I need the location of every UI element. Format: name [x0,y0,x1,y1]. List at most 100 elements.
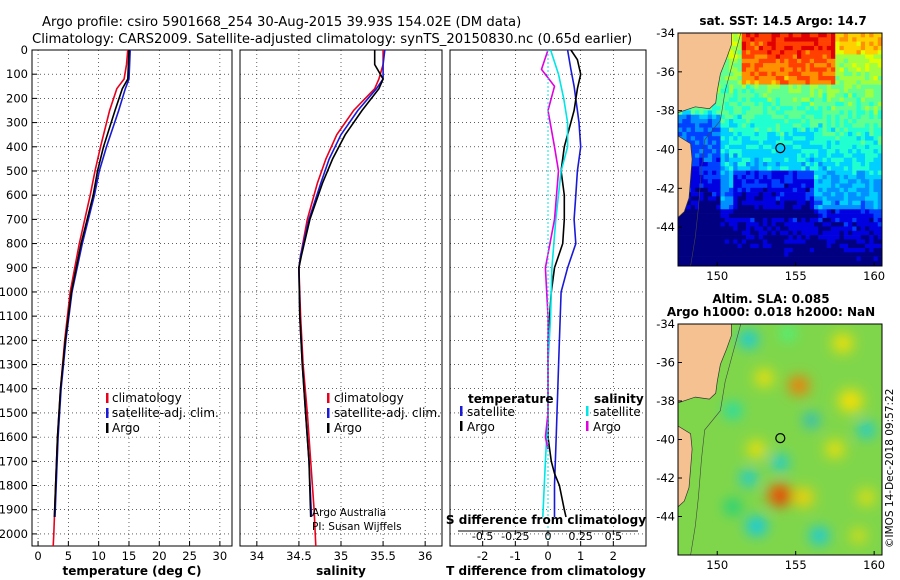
sst-cell [720,119,726,124]
sst-cell [729,179,734,184]
sst-cell [801,256,806,262]
sst-cell [860,136,866,141]
sst-cell [775,84,781,90]
sst-cell [831,174,836,180]
sst-cell [695,200,700,206]
sst-cell [835,136,840,141]
sst-cell [729,127,734,133]
sst-cell [856,140,862,146]
sst-cell [801,33,806,38]
sst-cell [716,144,721,150]
sst-cell [737,131,743,137]
sst-cell [780,33,785,38]
sst-cell [805,217,811,223]
sst-cell [877,131,882,137]
sst-cell [771,131,777,137]
sst-cell [712,222,717,227]
sst-cell [737,110,743,115]
sst-cell [788,187,794,193]
sst-cell [822,209,828,214]
sst-cell [724,101,730,107]
sla-blob [793,488,814,507]
sst-cell [822,153,828,158]
sst-cell [797,235,802,240]
sst-cell [852,213,857,219]
sst-cell [780,243,785,249]
sst-cell [835,110,840,115]
sst-cell [767,170,772,176]
sst-cell [852,192,857,197]
sst-cell [818,127,823,133]
sst-cell [860,230,866,236]
sst-cell [865,131,870,137]
sst-cell [703,140,709,146]
sst-cell [746,131,751,137]
sst-cell [839,174,845,180]
sst-cell [707,243,713,249]
sst-cell [835,76,840,81]
sst-cell [746,153,751,158]
sst-cell [848,110,853,115]
sst-cell [686,256,692,262]
sst-cell [809,260,815,266]
sst-cell [758,252,764,257]
sst-cell [678,260,683,266]
sst-cell [873,260,879,266]
sst-cell [877,226,882,232]
sst-cell [686,209,692,214]
sst-cell [826,50,832,55]
sst-cell [801,119,806,124]
sst-cell [873,200,879,206]
sst-cell [873,192,879,197]
sst-cell [754,187,760,193]
sst-cell [797,226,802,232]
sst-cell [767,256,772,262]
sst-cell [814,183,819,189]
sst-cell [771,166,777,171]
sst-cell [869,213,874,219]
sst-cell [690,243,696,249]
sst-cell [792,76,798,81]
sst-cell [865,71,870,77]
sst-cell [695,144,700,150]
sst-cell [839,260,845,266]
sla-map-title: Altim. SLA: 0.085 [712,292,829,306]
lon-tick-label: 155 [785,269,807,283]
sst-cell [763,213,768,219]
sst-cell [763,256,768,262]
sst-cell [797,127,802,133]
sst-cell [869,131,874,137]
sst-cell [818,71,823,77]
sst-cell [814,101,819,107]
sst-cell [780,106,785,111]
sst-cell [763,248,768,253]
sst-cell [729,213,734,219]
sst-cell [877,217,882,223]
sst-cell [775,200,781,206]
sst-cell [818,63,823,68]
sst-cell [801,45,806,51]
sst-cell [767,131,772,137]
sst-cell [877,97,882,103]
sst-cell [797,119,802,124]
sst-cell [792,37,798,42]
sst-cell [767,183,772,189]
sst-cell [856,226,862,232]
sst-cell [720,84,726,90]
sst-cell [860,80,866,85]
sst-cell [763,45,768,51]
sst-cell [746,54,751,60]
sst-cell [831,97,836,103]
sst-cell [805,222,811,227]
legend-satellite-swatch [327,408,330,418]
sst-cell [703,200,709,206]
sla-blob [804,413,819,427]
sst-cell [852,106,857,111]
sst-cell [860,166,866,171]
sst-cell [801,166,806,171]
sst-cell [831,192,836,197]
sst-cell [763,239,768,244]
sst-cell [843,50,849,55]
sst-cell [826,205,832,210]
sst-cell [763,149,768,154]
